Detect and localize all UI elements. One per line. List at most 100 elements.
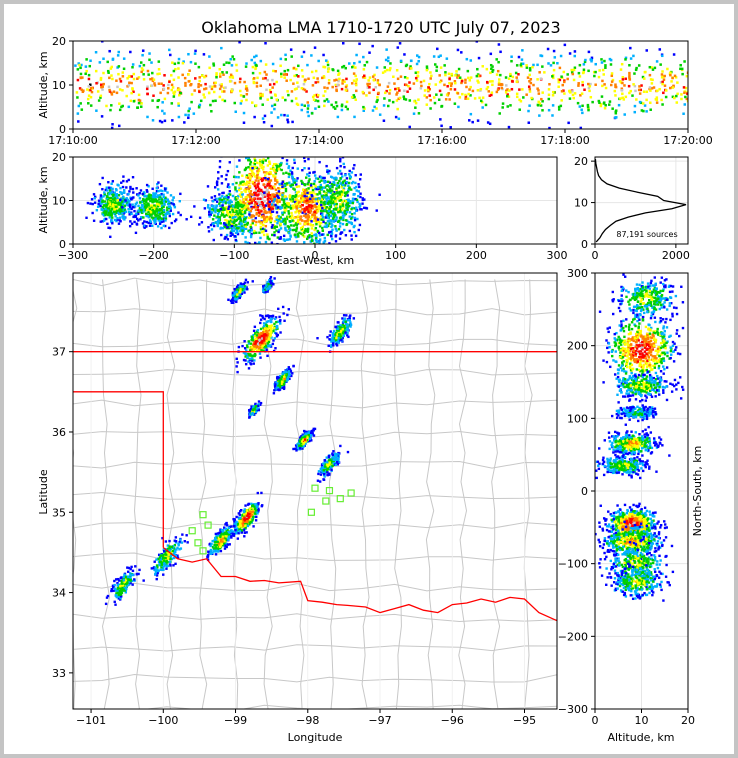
source-point — [199, 99, 203, 103]
source-point — [179, 213, 182, 217]
source-point — [266, 343, 270, 347]
source-point — [506, 93, 509, 96]
source-point — [547, 108, 551, 112]
source-point — [120, 191, 123, 194]
source-point — [271, 86, 274, 89]
source-point — [146, 197, 150, 201]
source-point — [258, 162, 261, 165]
source-point — [497, 81, 501, 84]
source-point — [137, 76, 141, 79]
source-point — [297, 205, 301, 208]
source-point — [348, 204, 351, 208]
source-point — [328, 185, 331, 188]
source-point — [582, 63, 586, 66]
source-point — [317, 59, 320, 63]
source-point — [299, 194, 302, 197]
source-point — [322, 179, 326, 182]
source-point — [265, 348, 268, 352]
source-point — [568, 89, 571, 93]
source-point — [118, 216, 122, 219]
source-point — [270, 226, 274, 229]
source-point — [118, 108, 122, 112]
source-point — [203, 75, 206, 79]
source-point — [346, 208, 349, 211]
source-point — [256, 332, 260, 335]
source-point — [198, 223, 201, 226]
source-point — [101, 88, 104, 91]
source-point — [351, 197, 355, 200]
source-point — [262, 171, 266, 174]
source-point — [113, 191, 116, 194]
source-point — [229, 299, 233, 303]
source-point — [237, 176, 240, 179]
source-point — [305, 90, 308, 93]
source-point — [319, 176, 323, 179]
source-point — [387, 56, 390, 59]
source-point — [310, 223, 313, 227]
source-point — [224, 218, 227, 222]
source-point — [161, 210, 164, 213]
source-point — [221, 98, 224, 102]
source-point — [99, 78, 103, 81]
source-point — [491, 65, 494, 68]
source-point — [425, 65, 429, 68]
source-point — [237, 194, 240, 198]
county-line — [73, 399, 557, 409]
source-point — [287, 166, 290, 170]
source-point — [215, 206, 218, 209]
source-point — [316, 99, 320, 103]
source-point — [561, 83, 565, 87]
source-point — [341, 79, 345, 82]
source-point — [281, 185, 284, 189]
source-point — [600, 95, 604, 98]
source-point — [249, 175, 252, 179]
source-point — [309, 209, 313, 213]
source-point — [259, 321, 262, 325]
source-point — [293, 188, 296, 191]
source-point — [445, 93, 449, 96]
source-point — [423, 94, 426, 97]
source-point — [260, 144, 262, 146]
source-point — [258, 187, 261, 191]
source-point — [254, 332, 257, 335]
source-point — [276, 222, 279, 225]
source-point — [94, 195, 97, 199]
source-point — [215, 216, 218, 219]
source-point — [269, 220, 273, 224]
source-point — [258, 71, 262, 75]
source-point — [105, 207, 109, 210]
source-point — [251, 166, 254, 170]
source-point — [158, 215, 161, 218]
source-point — [151, 199, 154, 203]
source-point — [93, 201, 97, 204]
source-point — [300, 197, 303, 200]
source-point — [178, 88, 181, 91]
source-point — [153, 82, 156, 85]
source-point — [161, 217, 164, 221]
source-point — [479, 87, 483, 91]
source-point — [227, 222, 231, 225]
source-point — [275, 324, 279, 328]
source-point — [240, 212, 243, 216]
source-point — [164, 196, 167, 199]
source-point — [266, 157, 270, 160]
source-point — [303, 88, 307, 92]
source-point — [258, 241, 261, 244]
source-point — [250, 168, 254, 171]
source-point — [245, 92, 249, 96]
source-point — [86, 201, 90, 205]
source-point — [353, 163, 356, 167]
source-point — [265, 215, 269, 219]
source-point — [254, 205, 258, 209]
source-point — [250, 232, 253, 236]
source-point — [268, 162, 272, 166]
source-point — [464, 78, 467, 82]
source-point — [325, 201, 328, 204]
source-point — [285, 204, 288, 208]
source-point — [155, 186, 158, 190]
source-point — [219, 207, 223, 211]
source-point — [321, 226, 324, 230]
source-point — [287, 165, 291, 168]
source-point — [604, 103, 607, 107]
